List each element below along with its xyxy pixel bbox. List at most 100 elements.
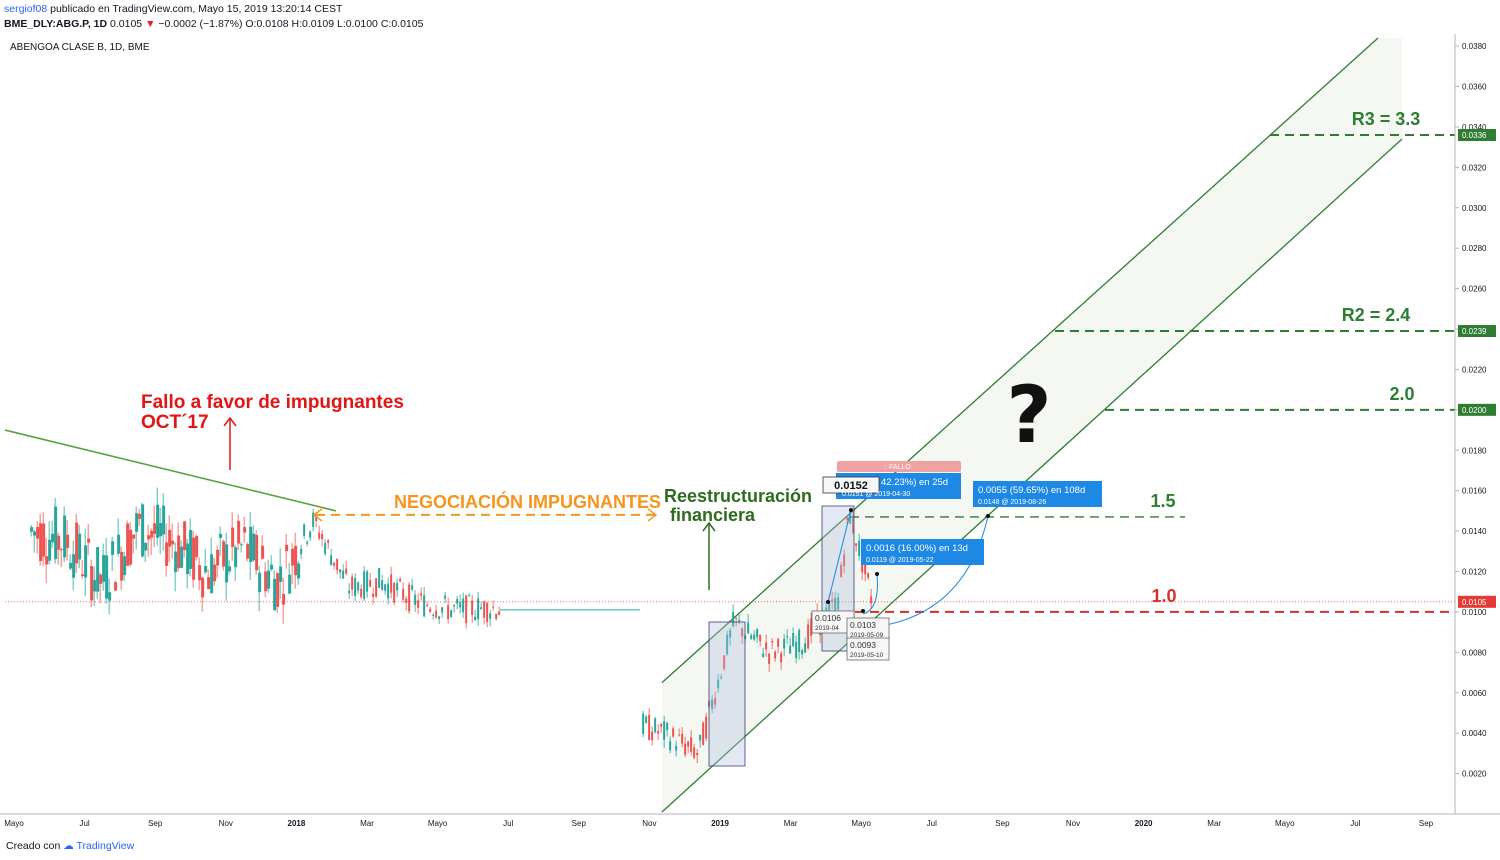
- price-chart[interactable]: R3 = 3.3 R2 = 2.4 2.0 1.5 1.0 Fallo a favor d…: [0, 34, 1500, 834]
- projection-point: [986, 514, 990, 518]
- candle-body: [144, 542, 148, 551]
- candle-body: [714, 698, 717, 705]
- candles-layer: [30, 487, 873, 764]
- candle-body: [174, 551, 178, 573]
- projection-curve-3: [827, 509, 852, 603]
- chart-title: ABENGOA CLASE B, 1D, BME: [10, 42, 150, 53]
- y-tick-label: 0.0300: [1462, 204, 1487, 213]
- candle-body: [417, 600, 420, 608]
- measure-box-1-change: 42.23%) en 25d: [881, 477, 948, 488]
- candle-body: [870, 596, 873, 604]
- author-link[interactable]: sergiof08: [4, 3, 48, 15]
- level-label: R2 = 2.4: [1342, 305, 1411, 325]
- candle-body: [303, 524, 306, 537]
- candle-body: [411, 585, 414, 590]
- down-arrow-icon: ▼: [145, 18, 156, 30]
- candle-body: [99, 574, 103, 584]
- candle-body: [774, 651, 777, 659]
- candle-body: [381, 580, 384, 590]
- tradingview-link[interactable]: TradingView: [76, 840, 135, 852]
- point-label-value: 0.0093: [850, 640, 876, 650]
- last-price: 0.0105: [110, 18, 143, 30]
- measure-box-3-target: 0.0148 @ 2019-08-26: [978, 499, 1046, 506]
- candle-body: [429, 608, 432, 612]
- candle-body: [165, 542, 169, 566]
- candle-body: [243, 527, 247, 533]
- candle-body: [285, 544, 289, 552]
- candle-body: [216, 549, 220, 566]
- candle-body: [294, 545, 298, 576]
- candle-body: [795, 641, 798, 659]
- candle-body: [363, 571, 366, 599]
- point-label-date: 2019-04: [815, 625, 839, 632]
- candle-body: [651, 731, 654, 741]
- candle-body: [78, 533, 82, 560]
- fallo-title: Fallo a favor de impugnantes: [141, 392, 404, 413]
- candle-body: [792, 632, 795, 647]
- candle-body: [408, 584, 411, 612]
- candle-body: [342, 570, 345, 579]
- candle-body: [297, 563, 301, 579]
- restructuring-arrow-head: [702, 521, 716, 532]
- level-label: 2.0: [1389, 384, 1414, 404]
- candle-body: [354, 578, 357, 596]
- x-tick-label: Sep: [572, 819, 587, 828]
- candle-body: [48, 539, 52, 561]
- candle-body: [204, 566, 208, 573]
- candle-body: [684, 743, 687, 755]
- projection-curve-1: [862, 573, 878, 615]
- level-label: 1.5: [1150, 491, 1175, 511]
- point-label-date: 2019-05-09: [850, 632, 884, 639]
- candle-body: [669, 741, 672, 751]
- candle-body: [741, 628, 744, 637]
- candle-body: [42, 523, 46, 557]
- candle-body: [87, 538, 91, 543]
- axes-layer: 0.0020 0.0040 0.0060 0.0080 0.0100 0.0120 0.01…: [0, 34, 1500, 828]
- candle-body: [282, 594, 286, 605]
- candle-body: [279, 566, 283, 582]
- candle-body: [213, 564, 217, 582]
- x-tick-label: Nov: [219, 819, 233, 828]
- candle-body: [495, 614, 498, 620]
- candle-body: [192, 537, 196, 580]
- candle-body: [270, 564, 274, 570]
- candle-body: [666, 722, 669, 731]
- candle-body: [807, 624, 810, 649]
- restructuring-label-2: financiera: [670, 505, 756, 525]
- symbol-label: BME_DLY:ABG.P, 1D: [4, 18, 108, 30]
- x-tick-label: Mayo: [428, 819, 448, 828]
- candle-body: [690, 737, 693, 752]
- candle-body: [132, 534, 136, 539]
- projection-point: [861, 609, 865, 613]
- candle-body: [195, 536, 199, 558]
- created-with: Creado con: [6, 840, 61, 852]
- y-tick-label: 0.0360: [1462, 83, 1487, 92]
- candle-body: [654, 718, 657, 733]
- candle-body: [138, 513, 142, 519]
- y-tick-label: 0.0120: [1462, 568, 1487, 577]
- candle-body: [414, 594, 417, 606]
- candle-body: [111, 541, 115, 555]
- candle-body: [102, 554, 106, 582]
- fallo-badge-label: :: FALLO: [883, 464, 911, 471]
- candle-body: [432, 614, 435, 616]
- candle-body: [837, 597, 840, 610]
- measure-box-3-change: 0.0055 (59.65%) en 108d: [978, 485, 1085, 496]
- measure-box-1-price: [822, 476, 880, 494]
- candle-body: [222, 541, 226, 567]
- candle-body: [444, 595, 447, 599]
- candle-body: [135, 513, 139, 532]
- candle-body: [183, 521, 187, 551]
- candle-body: [711, 699, 714, 709]
- candle-body: [498, 611, 501, 616]
- candle-body: [438, 616, 441, 620]
- candle-body: [219, 533, 223, 538]
- candle-body: [699, 734, 702, 741]
- point-label-value: 0.0106: [815, 613, 841, 623]
- candle-body: [90, 566, 94, 601]
- question-mark: ?: [1006, 371, 1051, 461]
- publish-line: sergiof08 publicado en TradingView.com, …: [4, 2, 423, 17]
- point-label-date: 2019-05-10: [850, 652, 884, 659]
- candle-body: [447, 605, 450, 620]
- publish-info: publicado en TradingView.com, Mayo 15, 2…: [50, 3, 343, 15]
